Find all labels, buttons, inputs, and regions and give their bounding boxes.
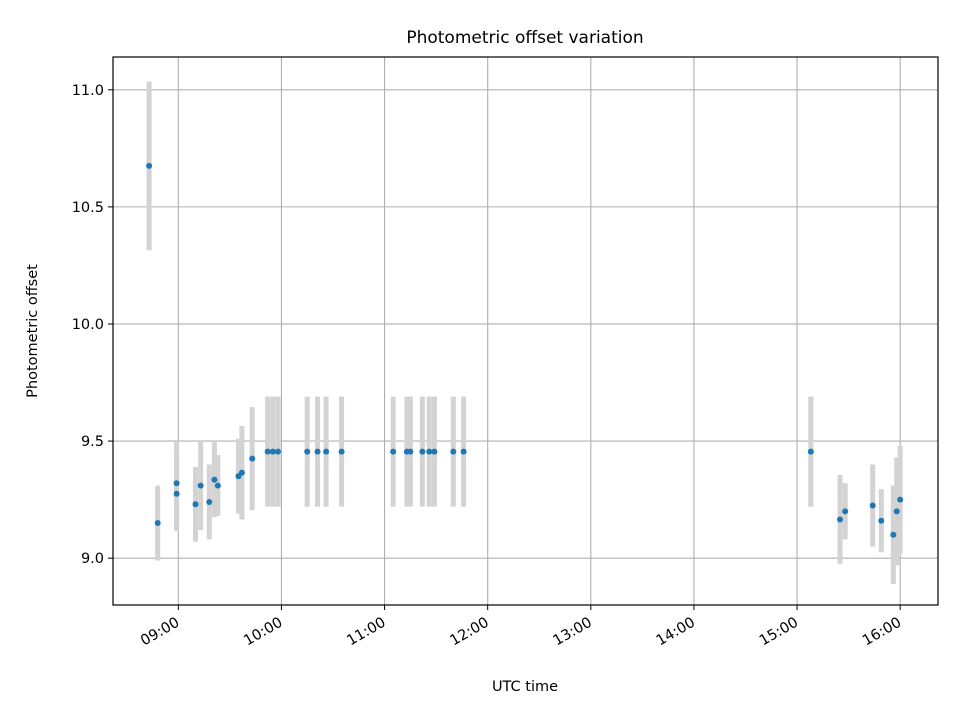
data-point: [173, 490, 180, 497]
data-point: [238, 469, 245, 476]
y-tick-label: 11.0: [72, 83, 104, 99]
data-point: [264, 448, 271, 455]
data-point: [197, 482, 204, 489]
grid: [113, 57, 938, 605]
data-point: [338, 448, 345, 455]
y-tick-label: 10.0: [72, 317, 104, 333]
chart-title: Photometric offset variation: [406, 28, 643, 48]
data-point: [407, 448, 414, 455]
data-point: [206, 498, 213, 505]
data-point: [390, 448, 397, 455]
data-point: [807, 448, 814, 455]
data-point: [890, 531, 897, 538]
data-point: [154, 520, 161, 527]
data-point: [426, 448, 433, 455]
y-tick-label: 10.5: [72, 200, 104, 216]
data-point: [842, 508, 849, 515]
y-axis-ticks: 9.0 9.5 10.0 10.5 11.0: [72, 83, 113, 567]
data-point: [897, 496, 904, 503]
data-point: [837, 516, 844, 523]
data-point: [869, 502, 876, 509]
data-point: [460, 448, 467, 455]
data-point: [192, 501, 199, 508]
y-tick-label: 9.0: [81, 551, 104, 567]
data-point: [304, 448, 311, 455]
data-point: [249, 455, 256, 462]
data-point: [314, 448, 321, 455]
data-points: [146, 162, 904, 538]
data-point: [450, 448, 457, 455]
plot-area-background: [113, 57, 938, 605]
data-point: [211, 476, 218, 483]
plot-frame: [112, 56, 939, 606]
data-point: [419, 448, 426, 455]
data-point: [893, 508, 900, 515]
data-point: [214, 482, 221, 489]
data-point: [146, 162, 153, 169]
data-point: [878, 517, 885, 524]
data-point: [431, 448, 438, 455]
data-point: [323, 448, 330, 455]
y-tick-label: 9.5: [81, 434, 104, 450]
data-point: [173, 480, 180, 487]
data-point: [275, 448, 281, 455]
y-axis-label: Photometric offset: [25, 264, 41, 398]
data-point: [269, 448, 276, 455]
x-axis-label: UTC time: [492, 679, 558, 695]
